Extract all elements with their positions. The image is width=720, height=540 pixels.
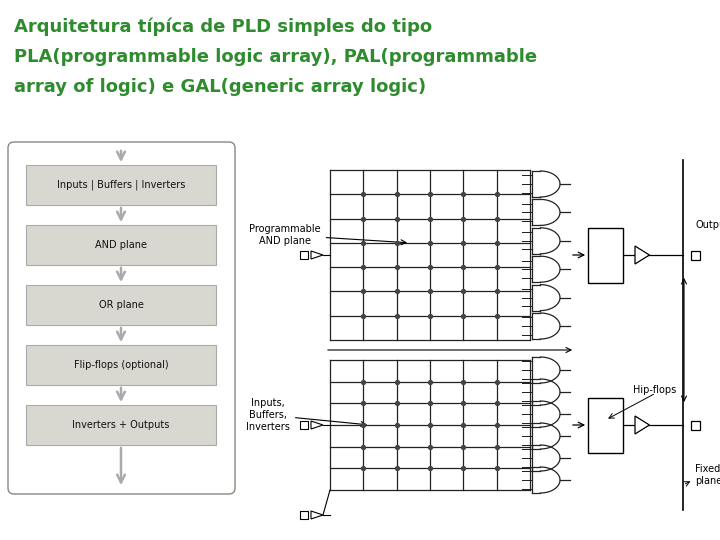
FancyBboxPatch shape: [26, 345, 216, 385]
Text: OR plane: OR plane: [99, 300, 143, 310]
Text: Inverters + Outputs: Inverters + Outputs: [72, 420, 170, 430]
Text: Programmable
AND plane: Programmable AND plane: [249, 224, 406, 246]
FancyBboxPatch shape: [26, 225, 216, 265]
Bar: [588, 227, 623, 282]
FancyBboxPatch shape: [26, 285, 216, 325]
Bar: [300, 511, 308, 519]
Bar: [300, 251, 308, 259]
Bar: [588, 397, 623, 453]
Text: AND plane: AND plane: [95, 240, 147, 250]
Text: PLA(programmable logic array), PAL(programmable: PLA(programmable logic array), PAL(progr…: [14, 48, 537, 66]
Text: array of logic) e GAL(generic array logic): array of logic) e GAL(generic array logi…: [14, 78, 426, 96]
Polygon shape: [635, 246, 649, 264]
FancyBboxPatch shape: [8, 142, 235, 494]
FancyBboxPatch shape: [26, 405, 216, 445]
Text: Fixed OR
plane: Fixed OR plane: [695, 464, 720, 486]
FancyBboxPatch shape: [26, 165, 216, 205]
Polygon shape: [311, 251, 323, 259]
Bar: [691, 251, 700, 260]
Bar: [300, 421, 308, 429]
Text: Hip-flops: Hip-flops: [633, 385, 676, 395]
Text: Flip-flops (optional): Flip-flops (optional): [73, 360, 168, 370]
Text: Inputs | Buffers | Inverters: Inputs | Buffers | Inverters: [57, 180, 185, 190]
Polygon shape: [311, 511, 323, 519]
Polygon shape: [311, 421, 323, 429]
Text: Inputs,
Buffers,
Inverters: Inputs, Buffers, Inverters: [246, 399, 366, 431]
Polygon shape: [635, 416, 649, 434]
Text: Outputs: Outputs: [695, 220, 720, 230]
Text: Arquitetura típíca de PLD simples do tipo: Arquitetura típíca de PLD simples do tip…: [14, 18, 432, 37]
Bar: [691, 421, 700, 429]
